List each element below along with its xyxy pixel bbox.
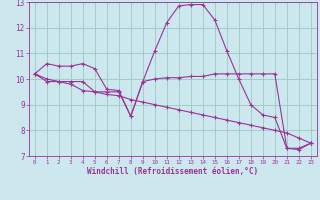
X-axis label: Windchill (Refroidissement éolien,°C): Windchill (Refroidissement éolien,°C) bbox=[87, 167, 258, 176]
